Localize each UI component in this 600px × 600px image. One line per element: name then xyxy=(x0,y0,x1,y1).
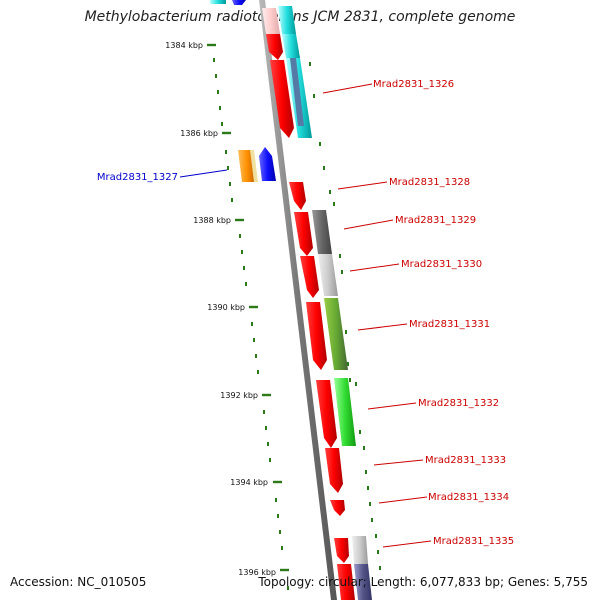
tick-label: 1390 kbp xyxy=(207,303,245,312)
tick-label: 1396 kbp xyxy=(238,568,276,577)
gene-arrow xyxy=(300,256,319,298)
gene-label-mrad2831-1333[interactable]: Mrad2831_1333 xyxy=(425,455,506,466)
gene-arrow xyxy=(270,60,294,138)
gene-arrow xyxy=(282,34,300,58)
tick-label: 1392 kbp xyxy=(220,391,258,400)
gene-arrow xyxy=(290,58,304,126)
scale-dots-right xyxy=(309,62,381,570)
scale-dots-left xyxy=(213,58,289,590)
gene-arrow xyxy=(312,210,332,254)
gene-arrow xyxy=(337,564,355,600)
gene-arrow xyxy=(316,380,337,448)
gene-arrow xyxy=(352,536,368,564)
tick-label: 1384 kbp xyxy=(165,41,203,50)
gene-arrow xyxy=(318,254,338,296)
page-title: Methylobacterium radiotolerans JCM 2831,… xyxy=(84,9,516,25)
gene-label-mrad2831-1335[interactable]: Mrad2831_1335 xyxy=(433,536,514,547)
gene-label-mrad2831-1334[interactable]: Mrad2831_1334 xyxy=(428,492,509,503)
gene-arrow xyxy=(330,500,345,516)
gene-label-mrad2831-1332[interactable]: Mrad2831_1332 xyxy=(418,398,499,409)
gene-label-mrad2831-1328[interactable]: Mrad2831_1328 xyxy=(389,177,470,188)
gene-arrow xyxy=(306,302,327,370)
tick-label: 1386 kbp xyxy=(180,129,218,138)
accession-text: Accession: NC_010505 xyxy=(10,575,147,589)
gene-label-mrad2831-1327[interactable]: Mrad2831_1327 xyxy=(97,172,178,183)
gene-arrow xyxy=(259,147,276,181)
gene-arrow xyxy=(289,182,306,210)
gene-label-mrad2831-1329[interactable]: Mrad2831_1329 xyxy=(395,215,476,226)
gene-label-mrad2831-1331[interactable]: Mrad2831_1331 xyxy=(409,319,490,330)
tick-label: 1388 kbp xyxy=(193,216,231,225)
gene-arrow xyxy=(262,8,280,34)
gene-arrow xyxy=(324,298,348,370)
genome-backbone xyxy=(259,0,337,600)
topology-text: Topology: circular; Length: 6,077,833 bp… xyxy=(258,575,588,589)
gene-arrow xyxy=(354,564,372,600)
tick-label: 1394 kbp xyxy=(230,478,268,487)
gene-arrow xyxy=(325,448,343,493)
gene-arrow xyxy=(334,378,356,446)
gene-arrow xyxy=(232,0,246,5)
label-leaders xyxy=(179,83,432,548)
gene-label-mrad2831-1326[interactable]: Mrad2831_1326 xyxy=(373,79,454,90)
gene-arrow xyxy=(250,150,258,182)
gene-arrow xyxy=(294,212,313,256)
gene-arrow xyxy=(266,34,283,60)
scale-major-ticks xyxy=(207,43,289,572)
gene-label-mrad2831-1330[interactable]: Mrad2831_1330 xyxy=(401,259,482,270)
gene-arrow xyxy=(278,6,296,34)
gene-arrow xyxy=(334,538,349,563)
gene-arrow xyxy=(210,0,226,4)
